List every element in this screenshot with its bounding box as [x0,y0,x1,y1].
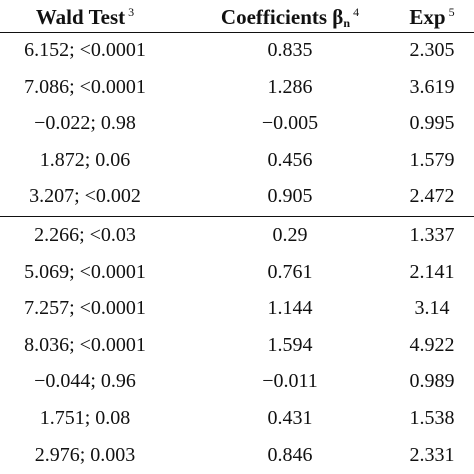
table-cell: 0.835 [267,39,313,61]
header-text: Wald Test [35,5,126,29]
table-cell: 1.286 [267,75,313,98]
table-cell: 3.207; <0.002 [29,185,141,208]
table-row: 5.069; <0.0001 0.761 2.141 [0,254,474,291]
table-cell: 7.086; <0.0001 [24,75,146,98]
table-cell: −0.011 [262,370,318,393]
header-text: Coefficients β [220,5,344,29]
group-rule [0,216,474,217]
table-cell: 1.872; 0.06 [39,148,131,171]
header-rule [0,32,474,33]
table-cell: 0.29 [272,224,308,246]
header-cell: Coefficients βn4 [195,0,385,31]
table-cell: 2.141 [409,260,455,283]
table-cell: 0.989 [409,370,455,393]
table-cell: 2.472 [409,185,455,208]
table-cell: 0.431 [267,407,313,429]
table-cell: 3.14 [414,297,450,320]
header-superscript: 5 [448,5,455,19]
table-cell: 1.538 [409,407,455,429]
table-cell: 0.456 [267,148,313,171]
table-cell: 7.257; <0.0001 [24,297,146,320]
table-cell: 3.619 [409,75,455,98]
table-cell: 1.594 [267,333,313,356]
table-cell: 6.152; <0.0001 [24,39,146,61]
table-cell: 1.579 [409,148,455,171]
table-cell: 0.761 [267,260,313,283]
table-row: 2.266; <0.03 0.29 1.337 [0,217,474,254]
header-subscript: n [343,16,351,30]
table-cell: 2.266; <0.03 [34,224,136,246]
header-superscript: 4 [353,5,360,19]
header-cell: Wald Test 3 [0,0,170,31]
table-cell: 4.922 [409,333,455,356]
table-cell: 1.751; 0.08 [39,407,131,429]
table-cell: 0.995 [409,112,455,135]
table-row: 7.257; <0.0001 1.144 3.14 [0,290,474,327]
table-row: 6.152; <0.0001 0.835 2.305 [0,32,474,69]
table-cell: 2.976; 0.003 [34,443,136,466]
table-cell: 2.305 [409,39,455,61]
table-cell: 1.337 [409,224,455,246]
table-row: 7.086; <0.0001 1.286 3.619 [0,69,474,106]
table-cell: 0.846 [267,443,313,466]
table-row: 2.976; 0.003 0.846 2.331 [0,437,474,474]
table-row: 8.036; <0.0001 1.594 4.922 [0,327,474,364]
table-row: −0.022; 0.98 −0.005 0.995 [0,105,474,142]
table-row: −0.044; 0.96 −0.011 0.989 [0,363,474,400]
table-cell: −0.022; 0.98 [34,112,136,135]
header-text: Exp [409,5,446,29]
table-cell: 8.036; <0.0001 [24,333,146,356]
header-row: Wald Test 3 Coefficients βn4 Exp 5 [0,0,474,31]
table-row: 1.751; 0.08 0.431 1.538 [0,400,474,437]
table-cell: 0.905 [267,185,313,208]
table-row: 3.207; <0.002 0.905 2.472 [0,178,474,215]
table-cell: −0.005 [261,112,319,135]
table-cell: 5.069; <0.0001 [24,260,146,283]
header-cell: Exp 5 [390,0,474,31]
table-cell: 1.144 [267,297,313,320]
table-row: 1.872; 0.06 0.456 1.579 [0,142,474,179]
table-cell: −0.044; 0.96 [34,370,136,393]
header-superscript: 3 [128,5,135,19]
table-cell: 2.331 [409,443,455,466]
